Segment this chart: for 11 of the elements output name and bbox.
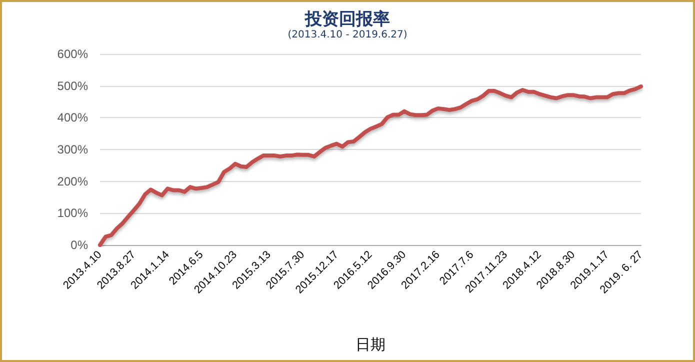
y-tick-label: 0% [70, 238, 88, 252]
y-tick-label: 600% [57, 47, 88, 61]
x-axis-title: 日期 [356, 336, 386, 354]
line-series [98, 84, 643, 247]
chart-subtitle: (2013.4.10 - 2019.6.27) [288, 30, 408, 40]
y-tick-label: 100% [57, 206, 88, 220]
y-tick-label: 500% [57, 78, 88, 93]
y-tick-label: 400% [57, 110, 88, 125]
y-tick-label: 200% [57, 174, 88, 188]
chart-title: 投资回报率 [304, 10, 390, 30]
y-tick-label: 300% [57, 142, 88, 156]
